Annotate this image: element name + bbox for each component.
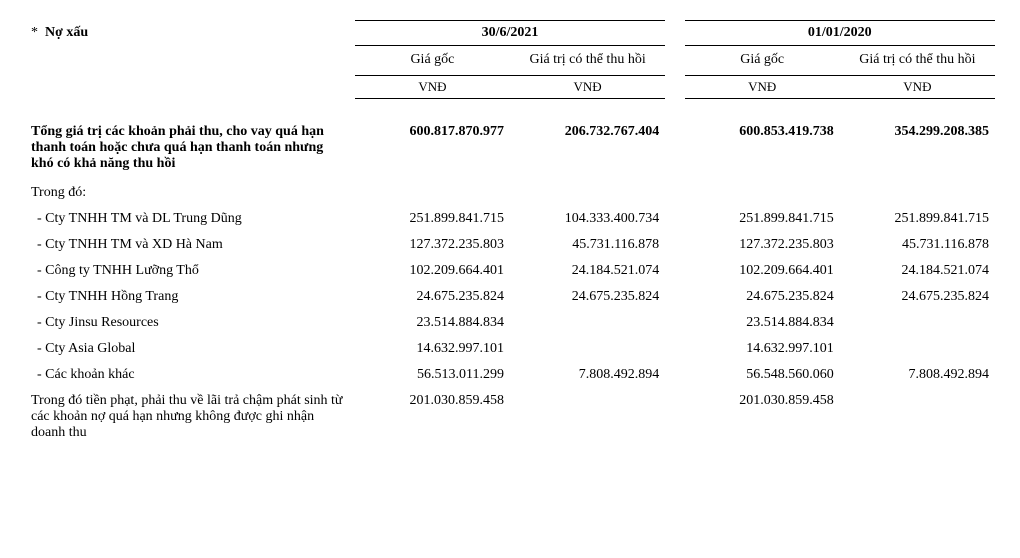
footer-p1-cost: 201.030.859.458	[355, 388, 510, 446]
row-label: - Công ty TNHH Lưỡng Thổ	[25, 258, 355, 284]
sub-label: Trong đó:	[25, 180, 355, 206]
unit-p2-cost: VNĐ	[685, 75, 840, 98]
row-p1-rec	[510, 310, 665, 336]
row-p1-cost: 127.372.235.803	[355, 232, 510, 258]
row-p2-rec: 24.675.235.824	[840, 284, 995, 310]
row-p1-cost: 24.675.235.824	[355, 284, 510, 310]
row-p2-rec: 251.899.841.715	[840, 206, 995, 232]
row-label: - Cty TNHH TM và DL Trung Dũng	[25, 206, 355, 232]
row-p2-rec: 45.731.116.878	[840, 232, 995, 258]
table-row: - Cty TNHH Hồng Trang24.675.235.82424.67…	[25, 284, 995, 310]
row-p1-rec	[510, 336, 665, 362]
row-p2-rec: 7.808.492.894	[840, 362, 995, 388]
table-row: - Cty TNHH TM và XD Hà Nam127.372.235.80…	[25, 232, 995, 258]
footer-p1-rec	[510, 388, 665, 446]
table-row: - Cty Asia Global14.632.997.10114.632.99…	[25, 336, 995, 362]
col-p1-cost-header: Giá gốc	[355, 46, 510, 76]
row-p2-rec	[840, 310, 995, 336]
table-title-text: Nợ xấu	[45, 25, 88, 40]
row-label: - Cty TNHH TM và XD Hà Nam	[25, 232, 355, 258]
row-p2-cost: 14.632.997.101	[685, 336, 840, 362]
row-p1-cost: 102.209.664.401	[355, 258, 510, 284]
row-label: - Các khoản khác	[25, 362, 355, 388]
row-p2-cost: 23.514.884.834	[685, 310, 840, 336]
bad-debt-table: * Nợ xấu 30/6/2021 01/01/2020 Giá gốc Gi…	[25, 20, 995, 446]
col-p2-rec-header: Giá trị có thể thu hồi	[840, 46, 995, 76]
col-p1-rec-header: Giá trị có thể thu hồi	[510, 46, 665, 76]
col-p2-cost-header: Giá gốc	[685, 46, 840, 76]
total-p2-rec: 354.299.208.385	[840, 116, 995, 180]
row-p1-rec: 45.731.116.878	[510, 232, 665, 258]
row-p2-cost: 127.372.235.803	[685, 232, 840, 258]
row-p2-cost: 56.548.560.060	[685, 362, 840, 388]
row-p1-cost: 23.514.884.834	[355, 310, 510, 336]
row-p1-cost: 251.899.841.715	[355, 206, 510, 232]
row-p1-rec: 104.333.400.734	[510, 206, 665, 232]
row-p2-cost: 251.899.841.715	[685, 206, 840, 232]
total-p2-cost: 600.853.419.738	[685, 116, 840, 180]
period-2-header: 01/01/2020	[685, 21, 995, 46]
row-label: - Cty Asia Global	[25, 336, 355, 362]
row-p1-rec: 24.184.521.074	[510, 258, 665, 284]
row-p1-rec: 7.808.492.894	[510, 362, 665, 388]
table-row: - Các khoản khác56.513.011.2997.808.492.…	[25, 362, 995, 388]
footer-p2-rec	[840, 388, 995, 446]
table-row: - Cty TNHH TM và DL Trung Dũng251.899.84…	[25, 206, 995, 232]
title-marker: *	[31, 25, 38, 40]
unit-p2-rec: VNĐ	[840, 75, 995, 98]
row-p1-cost: 14.632.997.101	[355, 336, 510, 362]
table-row: - Cty Jinsu Resources23.514.884.83423.51…	[25, 310, 995, 336]
row-label: - Cty Jinsu Resources	[25, 310, 355, 336]
section-heading: Tổng giá trị các khoản phải thu, cho vay…	[25, 116, 355, 180]
footer-p2-cost: 201.030.859.458	[685, 388, 840, 446]
total-p1-cost: 600.817.870.977	[355, 116, 510, 180]
row-p2-cost: 102.209.664.401	[685, 258, 840, 284]
row-p2-rec: 24.184.521.074	[840, 258, 995, 284]
period-1-header: 30/6/2021	[355, 21, 665, 46]
total-p1-rec: 206.732.767.404	[510, 116, 665, 180]
row-p2-cost: 24.675.235.824	[685, 284, 840, 310]
table-row: - Công ty TNHH Lưỡng Thổ102.209.664.4012…	[25, 258, 995, 284]
row-p2-rec	[840, 336, 995, 362]
unit-p1-rec: VNĐ	[510, 75, 665, 98]
row-p1-rec: 24.675.235.824	[510, 284, 665, 310]
row-p1-cost: 56.513.011.299	[355, 362, 510, 388]
row-label: - Cty TNHH Hồng Trang	[25, 284, 355, 310]
unit-p1-cost: VNĐ	[355, 75, 510, 98]
footer-label: Trong đó tiền phạt, phải thu về lãi trả …	[25, 388, 355, 446]
